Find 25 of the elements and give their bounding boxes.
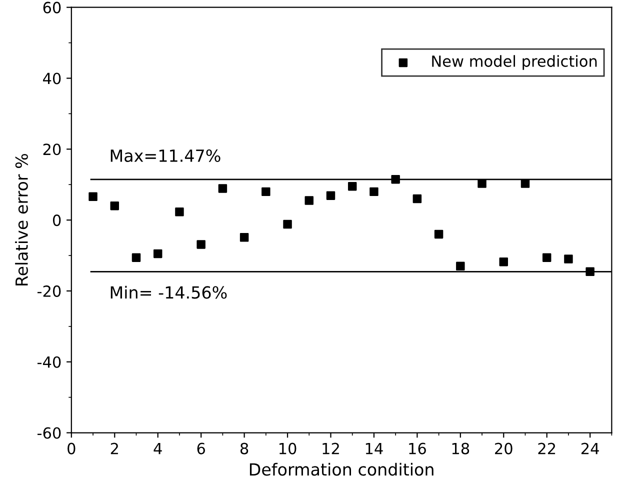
y-tick-label: -60	[37, 427, 61, 439]
x-tick-label: 18	[452, 442, 470, 454]
x-tick-label: 24	[581, 442, 599, 454]
x-tick-label: 16	[409, 442, 426, 454]
x-tick-label: 14	[366, 442, 383, 454]
x-axis-title: Deformation condition	[250, 462, 434, 476]
y-tick-label: -40	[37, 356, 61, 368]
x-tick-label: 4	[154, 442, 162, 454]
y-tick-label: 20	[43, 144, 61, 156]
y-tick-label: 40	[43, 72, 61, 84]
legend-label: New model prediction	[432, 55, 597, 70]
y-tick-label: 60	[43, 2, 61, 14]
x-tick-label: 2	[110, 442, 118, 454]
y-axis-title: Relative error %	[15, 154, 28, 286]
y-tick-label: 0	[52, 214, 61, 226]
x-tick-label: 8	[240, 442, 248, 454]
y-tick-label: -20	[37, 285, 61, 297]
x-tick-label: 10	[279, 442, 296, 454]
ref-line-label: Min= -14.56%	[110, 286, 227, 299]
x-tick-label: 20	[495, 442, 512, 454]
x-tick-label: 22	[538, 442, 556, 454]
x-tick-label: 6	[197, 442, 205, 454]
x-tick-label: 12	[322, 442, 339, 454]
ref-line-label: Max=11.47%	[110, 149, 220, 162]
x-tick-label: 0	[68, 442, 76, 454]
